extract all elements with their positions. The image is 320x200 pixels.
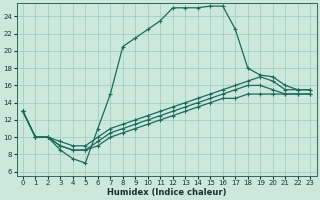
X-axis label: Humidex (Indice chaleur): Humidex (Indice chaleur) <box>107 188 226 197</box>
